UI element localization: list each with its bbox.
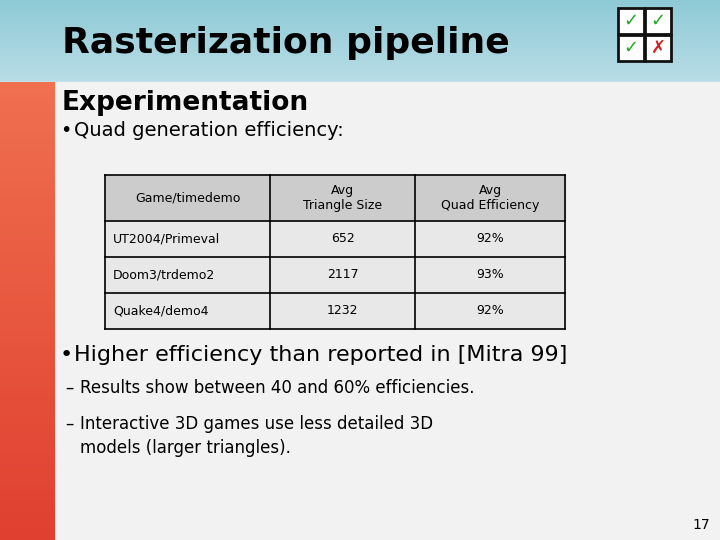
Text: 652: 652 xyxy=(330,233,354,246)
Text: –: – xyxy=(65,379,73,397)
Bar xyxy=(645,35,671,61)
Text: Rasterization pipeline: Rasterization pipeline xyxy=(62,26,510,60)
Text: ✓: ✓ xyxy=(650,12,665,30)
Text: •: • xyxy=(60,120,71,139)
Text: Experimentation: Experimentation xyxy=(62,90,309,116)
Text: 1232: 1232 xyxy=(327,305,359,318)
Text: UT2004/Primeval: UT2004/Primeval xyxy=(113,233,220,246)
Bar xyxy=(105,257,565,293)
Text: 93%: 93% xyxy=(476,268,504,281)
Text: •: • xyxy=(60,345,73,365)
Bar xyxy=(105,221,565,257)
Text: ✓: ✓ xyxy=(624,12,639,30)
Text: Interactive 3D games use less detailed 3D
models (larger triangles).: Interactive 3D games use less detailed 3… xyxy=(80,415,433,457)
Text: Doom3/trdemo2: Doom3/trdemo2 xyxy=(113,268,215,281)
Text: 2117: 2117 xyxy=(327,268,359,281)
Text: Higher efficiency than reported in [Mitra 99]: Higher efficiency than reported in [Mitr… xyxy=(74,345,567,365)
Bar xyxy=(645,8,671,34)
Text: 92%: 92% xyxy=(476,305,504,318)
Text: –: – xyxy=(65,415,73,433)
Bar xyxy=(105,175,565,221)
Bar xyxy=(618,35,644,61)
Bar xyxy=(105,293,565,329)
Text: Avg
Triangle Size: Avg Triangle Size xyxy=(303,184,382,212)
Text: ✓: ✓ xyxy=(624,39,639,57)
Text: 92%: 92% xyxy=(476,233,504,246)
Text: 17: 17 xyxy=(693,518,710,532)
Text: ✗: ✗ xyxy=(650,39,665,57)
Bar xyxy=(0,82,720,540)
Bar xyxy=(618,8,644,34)
Text: Avg
Quad Efficiency: Avg Quad Efficiency xyxy=(441,184,539,212)
Text: Game/timedemo: Game/timedemo xyxy=(135,192,240,205)
Text: Quake4/demo4: Quake4/demo4 xyxy=(113,305,209,318)
Text: Quad generation efficiency:: Quad generation efficiency: xyxy=(74,120,343,139)
Text: Results show between 40 and 60% efficiencies.: Results show between 40 and 60% efficien… xyxy=(80,379,474,397)
